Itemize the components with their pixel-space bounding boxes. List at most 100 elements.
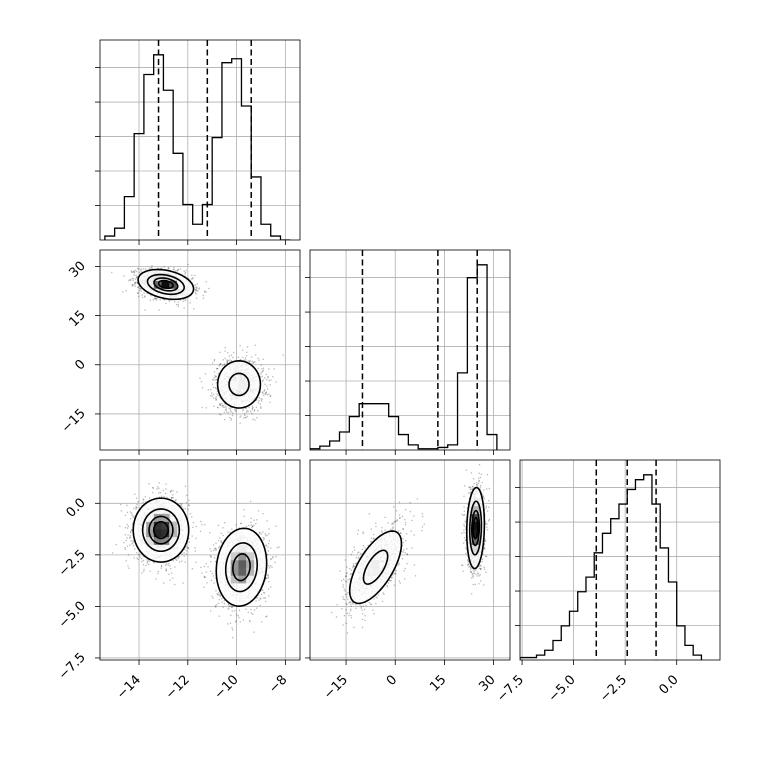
scatter-point (220, 414, 222, 416)
scatter-point (205, 407, 208, 409)
scatter-point (165, 483, 167, 485)
scatter-point (235, 620, 237, 622)
scatter-point (179, 503, 181, 505)
scatter-point (141, 294, 143, 296)
scatter-point (261, 368, 263, 370)
scatter-point (253, 361, 255, 363)
scatter-point (225, 409, 227, 411)
scatter-point (184, 485, 187, 488)
scatter-point (210, 579, 213, 582)
scatter-point (139, 556, 141, 558)
scatter-point (135, 497, 138, 499)
scatter-point (260, 400, 263, 402)
scatter-point (267, 375, 269, 378)
scatter-point (174, 566, 176, 568)
scatter-point (267, 543, 270, 545)
scatter-point (261, 398, 263, 401)
scatter-point (136, 506, 138, 509)
scatter-point (221, 365, 224, 367)
scatter-point (123, 542, 125, 544)
scatter-point (182, 582, 184, 584)
scatter-point (251, 408, 254, 411)
scatter-point (215, 398, 218, 401)
scatter-point (208, 287, 210, 290)
x-tick-label: 0.0 (657, 672, 682, 697)
scatter-point (219, 403, 221, 405)
scatter-point (194, 274, 196, 277)
scatter-point (205, 281, 207, 283)
scatter-point (266, 385, 268, 387)
scatter-point (188, 541, 191, 543)
scatter-point (169, 490, 172, 493)
scatter-point (153, 562, 155, 564)
scatter-point (167, 266, 170, 269)
scatter-point (129, 536, 131, 539)
scatter-point (142, 559, 145, 562)
scatter-point (165, 569, 168, 571)
scatter-point (265, 577, 267, 579)
scatter-point (215, 378, 218, 381)
scatter-point (185, 502, 188, 504)
scatter-point (267, 576, 270, 578)
scatter-point (128, 567, 130, 569)
histogram-step (104, 54, 291, 240)
scatter-point (129, 535, 131, 537)
scatter-point (241, 349, 244, 351)
scatter-point (141, 504, 143, 507)
scatter-point (133, 272, 136, 274)
scatter-point (213, 379, 215, 381)
scatter-point (137, 286, 139, 288)
scatter-point (142, 555, 145, 557)
scatter-point (160, 565, 163, 567)
scatter-point (135, 276, 138, 279)
scatter-point (230, 360, 232, 362)
scatter-point (186, 547, 188, 549)
scatter-point (238, 609, 241, 611)
scatter-point (176, 559, 178, 561)
scatter-point (226, 362, 228, 364)
scatter-point (172, 268, 175, 270)
scatter-point (223, 602, 226, 605)
scatter-point (170, 497, 173, 499)
histogram-step (520, 474, 703, 660)
scatter-point (203, 565, 206, 568)
scatter-point (273, 368, 275, 370)
histogram-panel-2: −7.5 −5.0 −2.5 0.0 (494, 459, 721, 705)
scatter-point (247, 410, 249, 413)
scatter-point (126, 527, 129, 529)
scatter-point (229, 359, 231, 361)
scatter-point (129, 544, 131, 546)
scatter-point (260, 373, 262, 375)
scatter-point (194, 546, 196, 549)
scatter-point (217, 406, 219, 409)
scatter-point (262, 536, 264, 539)
scatter-point (225, 407, 227, 409)
scatter-point (135, 506, 137, 509)
scatter-point (148, 563, 150, 566)
scatter-point (168, 300, 171, 302)
scatter-point (221, 598, 223, 600)
scatter-point (198, 288, 200, 290)
scatter-point (238, 616, 240, 619)
scatter-point (219, 397, 221, 399)
scatter-point (145, 564, 147, 567)
x-tick-label: −2.5 (597, 672, 630, 705)
scatter-point (193, 308, 195, 310)
scatter-point (155, 299, 158, 301)
scatter-point (137, 268, 140, 270)
scatter-point (161, 267, 163, 269)
scatter-point (146, 559, 148, 561)
scatter-point (262, 392, 264, 394)
histogram-step (310, 264, 498, 450)
scatter-point (221, 402, 223, 405)
scatter-point (268, 393, 270, 395)
scatter-point (217, 395, 219, 397)
scatter-point (229, 622, 232, 624)
scatter-point (225, 408, 227, 411)
scatter-point (185, 550, 188, 552)
scatter-point (125, 560, 127, 562)
scatter-point (218, 365, 220, 367)
y-tick-label: −15 (59, 406, 89, 436)
scatter-point (191, 277, 193, 279)
scatter-point (145, 268, 147, 270)
